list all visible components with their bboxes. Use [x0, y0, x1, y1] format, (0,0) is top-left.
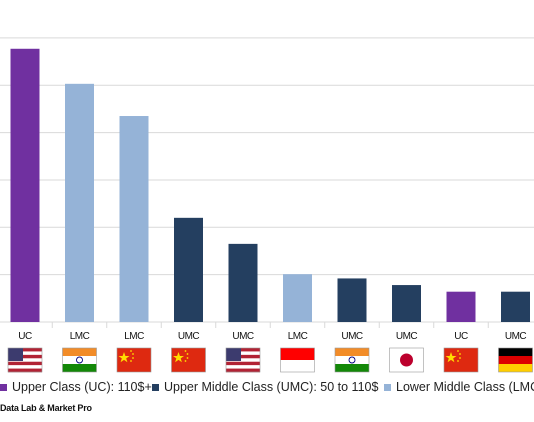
japan-flag-icon	[389, 347, 424, 373]
category-label: LMC	[124, 331, 144, 342]
bar-3-lmc	[119, 116, 149, 322]
legend-swatch-lmc	[384, 383, 391, 391]
chart-bars	[10, 48, 530, 323]
category-label: LMC	[288, 331, 308, 342]
category-labels: UC LMC LMC UMC UMC LMC UMC UMC UC UMC	[18, 331, 527, 342]
bar-chart: UC LMC LMC UMC UMC LMC UMC UMC UC UMC	[0, 37, 534, 373]
category-flags	[7, 347, 533, 373]
chart-legend: Upper Class (UC): 110$+ Upper Middle Cla…	[0, 378, 534, 398]
legend-item-umc: Upper Middle Class (UMC): 50 to 110$	[152, 380, 378, 394]
bar-1-uc	[10, 48, 40, 322]
category-label: UMC	[232, 331, 254, 342]
category-label: UMC	[505, 331, 527, 342]
source-credit: Data Lab & Market Pro	[0, 403, 92, 413]
legend-label-uc: Upper Class (UC): 110$+	[12, 380, 152, 394]
china-flag-icon	[171, 347, 206, 373]
bar-4-umc	[174, 217, 203, 322]
bar-8-umc	[392, 285, 421, 322]
india-flag-icon	[62, 347, 97, 373]
china-flag-icon	[116, 347, 152, 373]
legend-item-lmc: Lower Middle Class (LMC):	[384, 380, 534, 394]
legend-label-umc: Upper Middle Class (UMC): 50 to 110$	[164, 380, 379, 394]
legend-item-uc: Upper Class (UC): 110$+	[0, 380, 152, 394]
bar-5-umc	[228, 243, 258, 322]
legend-swatch-uc	[0, 383, 7, 391]
india-flag-icon	[334, 347, 370, 373]
category-label: UMC	[341, 331, 363, 342]
bar-7-umc	[337, 278, 367, 322]
category-label: UC	[454, 331, 468, 342]
legend-swatch-umc	[152, 383, 159, 391]
category-label: UMC	[396, 331, 418, 342]
category-label: UC	[18, 331, 32, 342]
bar-9-uc	[446, 291, 476, 322]
bar-10-umc	[501, 291, 530, 322]
germany-flag-icon	[498, 347, 533, 373]
china-flag-icon	[443, 347, 479, 373]
bar-6-lmc	[283, 274, 312, 322]
legend-label-lmc: Lower Middle Class (LMC):	[396, 380, 534, 394]
bar-2-lmc	[65, 83, 94, 323]
category-label: UMC	[178, 331, 200, 342]
usa-flag-icon	[7, 347, 43, 373]
category-label: LMC	[70, 331, 90, 342]
usa-flag-icon	[225, 347, 261, 373]
indonesia-flag-icon	[280, 347, 315, 373]
